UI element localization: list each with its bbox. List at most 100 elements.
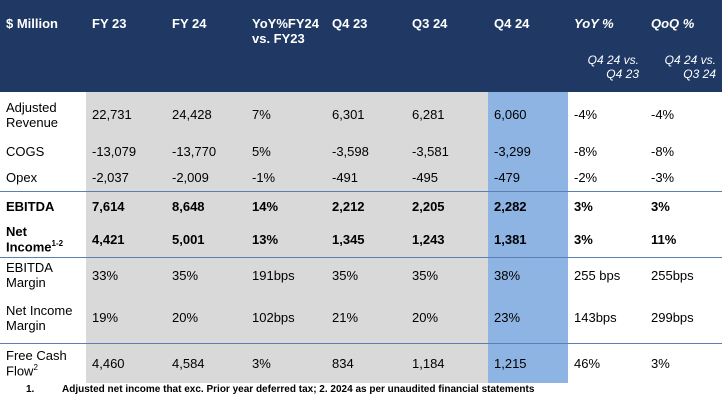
table-cell: 6,060: [488, 92, 568, 137]
row-label: EBITDA: [6, 199, 55, 215]
row-label-cell: Opex: [0, 165, 86, 192]
table-cell: 3%: [645, 191, 722, 222]
table-row: COGS -13,079 -13,770 5% -3,598 -3,581 -3,299 -8…: [0, 137, 722, 165]
header-cell: YoY%FY24 vs. FY23: [246, 0, 326, 92]
table-cell: 1,381: [488, 222, 568, 258]
table-cell: 38%: [488, 257, 568, 293]
table-row: Net Income Margin 19% 20% 102bps 21% 20% 23% 14…: [0, 293, 722, 344]
header-title: Q3 24: [412, 16, 448, 31]
row-label: COGS: [6, 143, 45, 159]
table-row: Free Cash Flow2 4,460 4,584 3% 834 1,184 1,215…: [0, 343, 722, 383]
header-title: FY 23: [92, 16, 127, 31]
header-cell: Q4 23: [326, 0, 406, 92]
table-cell: 2,282: [488, 191, 568, 222]
header-note: Q4 24 vs. Q3 24: [664, 53, 716, 81]
header-title: Q4 23: [332, 16, 368, 31]
table-cell: 20%: [166, 293, 246, 344]
header-title: FY 24: [172, 16, 207, 31]
table-cell: 191bps: [246, 257, 326, 293]
header-cell: YoY % Q4 24 vs. Q4 23: [568, 0, 645, 92]
row-label: Net Income: [6, 224, 52, 255]
table-cell: 299bps: [645, 293, 722, 344]
table-cell: 1,345: [326, 222, 406, 258]
header-cell: Q3 24: [406, 0, 488, 92]
table-cell: -8%: [645, 137, 722, 165]
table-cell: -3,581: [406, 137, 488, 165]
table-cell: 3%: [568, 191, 645, 222]
row-label: EBITDA Margin: [6, 260, 53, 291]
table-cell: -2,009: [166, 165, 246, 192]
table-row: Net Income1-2 4,421 5,001 13% 1,345 1,243 1,38…: [0, 222, 722, 258]
table-cell: 14%: [246, 191, 326, 222]
row-label-cell: COGS: [0, 137, 86, 165]
header-cell: $ Million: [0, 0, 86, 92]
row-label-sup: 1-2: [51, 239, 64, 249]
footnote-text: Adjusted net income that exc. Prior year…: [62, 384, 535, 395]
header-title: $ Million: [6, 16, 58, 31]
table-cell: -479: [488, 165, 568, 192]
row-label-cell: EBITDA Margin: [0, 257, 86, 293]
row-label: Free Cash Flow: [6, 348, 67, 379]
table-cell: 255bps: [645, 257, 722, 293]
table-cell: 22,731: [86, 92, 166, 137]
table-row: Opex -2,037 -2,009 -1% -491 -495 -479 -2% -3%: [0, 165, 722, 192]
table-cell: 834: [326, 343, 406, 383]
table-cell: 102bps: [246, 293, 326, 344]
row-label-cell: Net Income1-2: [0, 222, 86, 258]
table-cell: 5,001: [166, 222, 246, 258]
table-cell: -4%: [645, 92, 722, 137]
header-cell: FY 24: [166, 0, 246, 92]
table-cell: -2,037: [86, 165, 166, 192]
table-cell: -1%: [246, 165, 326, 192]
table-cell: 35%: [406, 257, 488, 293]
row-label-cell: Net Income Margin: [0, 293, 86, 344]
table-cell: 7,614: [86, 191, 166, 222]
table-cell: 2,205: [406, 191, 488, 222]
table-cell: 6,301: [326, 92, 406, 137]
header-title: YoY %: [574, 16, 614, 31]
table-row: Adjusted Revenue 22,731 24,428 7% 6,301 6,281…: [0, 92, 722, 137]
table-cell: 3%: [568, 222, 645, 258]
table-cell: 19%: [86, 293, 166, 344]
table-cell: 1,215: [488, 343, 568, 383]
table-cell: -2%: [568, 165, 645, 192]
row-label-cell: Adjusted Revenue: [0, 92, 86, 137]
table-cell: -4%: [568, 92, 645, 137]
row-label: Adjusted Revenue: [6, 99, 59, 130]
table-cell: 2,212: [326, 191, 406, 222]
footnote: 1. Adjusted net income that exc. Prior ye…: [0, 384, 722, 395]
table-cell: 5%: [246, 137, 326, 165]
header-title: Q4 24: [494, 16, 530, 31]
header-title: YoY%FY24 vs. FY23: [252, 16, 319, 46]
table-cell: 1,184: [406, 343, 488, 383]
table-cell: 7%: [246, 92, 326, 137]
table-cell: 255 bps: [568, 257, 645, 293]
table-cell: 3%: [645, 343, 722, 383]
table-cell: 35%: [166, 257, 246, 293]
header-note: Q4 24 vs. Q4 23: [587, 53, 639, 81]
table-cell: 3%: [246, 343, 326, 383]
table-cell: -3,299: [488, 137, 568, 165]
table-cell: 143bps: [568, 293, 645, 344]
table-cell: -13,079: [86, 137, 166, 165]
header-cell: Q4 24: [488, 0, 568, 92]
table-cell: 11%: [645, 222, 722, 258]
table-cell: -3%: [645, 165, 722, 192]
table-cell: -8%: [568, 137, 645, 165]
table-cell: 35%: [326, 257, 406, 293]
table-cell: 23%: [488, 293, 568, 344]
table-cell: 4,584: [166, 343, 246, 383]
table-cell: 8,648: [166, 191, 246, 222]
header-row: $ Million FY 23 FY 24 YoY%FY24 vs. FY23 Q4 2…: [0, 0, 722, 92]
header-cell: QoQ % Q4 24 vs. Q3 24: [645, 0, 722, 92]
table-row: EBITDA Margin 33% 35% 191bps 35% 35% 38% 255 bp…: [0, 257, 722, 293]
table-cell: -491: [326, 165, 406, 192]
row-label-cell: EBITDA: [0, 191, 86, 222]
table-cell: 13%: [246, 222, 326, 258]
table-cell: 4,460: [86, 343, 166, 383]
table-cell: 6,281: [406, 92, 488, 137]
table-cell: 1,243: [406, 222, 488, 258]
row-label: Net Income Margin: [6, 302, 73, 333]
footnote-number: 1.: [26, 384, 35, 395]
